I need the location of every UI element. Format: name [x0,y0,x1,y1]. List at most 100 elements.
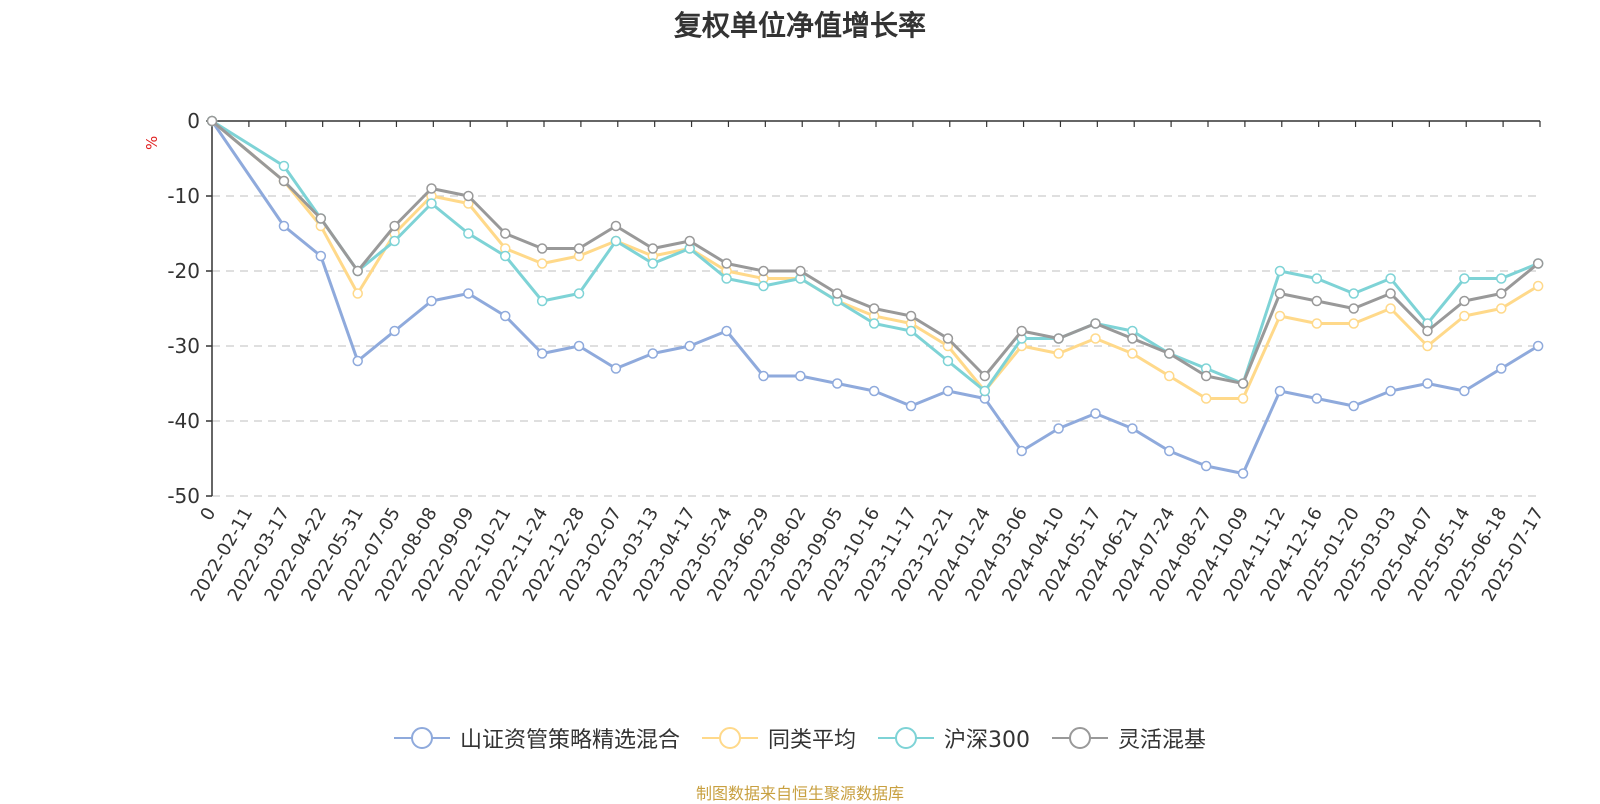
data-point-peer [1237,393,1249,404]
data-point-fund [426,295,437,307]
legend-item-hs300[interactable]: 沪深300 [878,722,1030,754]
data-point-flex [1459,295,1470,307]
data-point-fund [795,370,806,382]
legend-item-fund[interactable]: 山证资管策略精选混合 [393,722,680,754]
data-point-hs300 [905,325,917,337]
data-point-hs300 [278,160,290,172]
data-point-hs300 [1496,273,1507,284]
data-point-peer [1385,303,1396,314]
data-point-fund [721,325,732,337]
data-point-hs300 [1274,265,1286,277]
data-point-flex [1053,333,1064,344]
data-point-flex [832,288,843,299]
data-point-flex [1385,288,1396,299]
data-point-flex [1127,333,1138,344]
data-point-flex [1532,258,1544,269]
data-point-flex [610,220,622,232]
data-point-fund [1385,385,1396,397]
data-point-flex [1016,325,1027,337]
data-point-flex [206,115,218,127]
data-point-peer [1200,393,1212,404]
data-point-fund [278,220,290,232]
series-line-flex [211,119,1540,385]
data-point-fund [1053,423,1064,434]
data-point-fund [1348,400,1359,412]
data-point-peer [1274,310,1286,322]
legend-item-peer[interactable]: 同类平均 [701,722,856,754]
data-point-flex [500,228,511,239]
data-point-peer [1532,280,1544,292]
data-point-flex [942,333,954,344]
data-point-peer [1311,318,1323,329]
data-point-peer [1090,333,1101,344]
data-point-fund [1422,378,1433,389]
data-point-flex [278,175,290,187]
data-point-hs300 [979,385,991,397]
data-point-flex [868,303,880,314]
legend-label-fund: 山证资管策略精选混合 [459,728,680,753]
data-source-note: 制图数据来自恒生聚源数据库 [695,784,904,803]
legend: 山证资管策略精选混合 同类平均 沪深300 灵活混基 [0,722,1600,754]
data-point-fund [1532,340,1544,352]
data-point-hs300 [647,258,659,269]
x-tick-label-origin: 0 [196,504,220,524]
data-point-flex [795,265,806,277]
data-point-hs300 [426,198,437,209]
data-point-fund [315,250,327,262]
data-point-hs300 [573,288,585,299]
legend-label-peer: 同类平均 [767,728,856,753]
data-point-fund [647,348,659,359]
data-point-hs300 [1459,273,1470,284]
data-point-flex [389,220,400,232]
data-point-fund [1459,385,1470,397]
data-point-flex [1237,378,1249,389]
data-point-flex [758,265,769,277]
data-point-peer [1053,348,1064,359]
data-point-fund [1200,460,1212,472]
data-point-hs300 [389,235,400,247]
data-point-fund [1090,408,1101,419]
data-point-hs300 [1348,288,1359,299]
data-point-flex [536,243,548,254]
y-tick-label: 0 [187,109,200,133]
data-point-fund [1274,385,1286,397]
legend-swatch-peer [701,727,758,749]
data-point-peer [1127,348,1138,359]
data-point-peer [1496,303,1507,314]
data-point-flex [1164,348,1175,359]
data-point-peer [536,258,548,269]
data-point-hs300 [463,228,474,239]
data-point-fund [1127,423,1138,434]
data-point-flex [1422,325,1433,337]
data-point-peer [1459,310,1470,322]
data-point-flex [721,258,732,269]
chart-title: 复权单位净值增长率 [673,9,926,42]
data-point-flex [684,235,695,247]
legend-swatch-flex [1052,727,1108,749]
data-point-flex [315,213,327,224]
data-point-peer [1422,340,1433,352]
data-point-fund [1237,468,1249,479]
legend-item-flex[interactable]: 灵活混基 [1052,722,1206,754]
data-point-hs300 [868,318,880,329]
data-point-peer [1348,318,1359,329]
y-tick-label: -30 [167,334,200,358]
data-point-flex [573,243,585,254]
data-point-hs300 [536,295,548,307]
data-point-fund [389,325,400,337]
data-point-flex [463,190,474,202]
data-point-fund [1016,445,1027,457]
data-point-fund [942,385,954,397]
data-point-flex [1274,288,1286,299]
data-point-flex [905,310,917,322]
data-point-peer [1164,370,1175,382]
data-point-hs300 [942,355,954,367]
data-point-fund [1164,445,1175,457]
data-point-flex [1200,370,1212,382]
y-tick-label: -10 [167,184,200,208]
data-point-hs300 [758,280,769,292]
data-point-fund [905,400,917,412]
legend-swatch-fund [393,727,450,749]
series-line-peer [211,119,1539,400]
y-tick-label: -50 [167,484,200,508]
